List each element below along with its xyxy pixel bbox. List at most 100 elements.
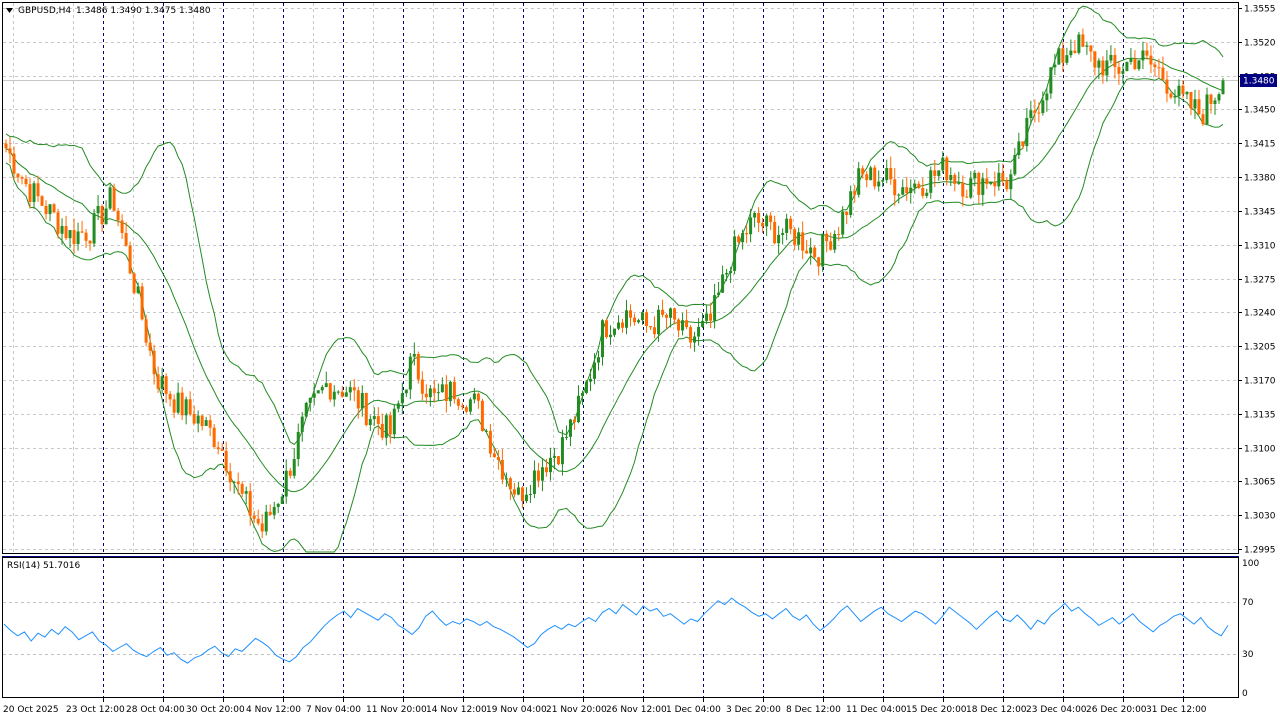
candle-body bbox=[292, 459, 296, 476]
candle-body bbox=[424, 393, 428, 398]
candle-body bbox=[332, 391, 336, 400]
candle-body bbox=[841, 211, 845, 235]
candle-body bbox=[228, 471, 232, 483]
price-tick-label: 1.3520 bbox=[1244, 39, 1276, 49]
candle-body bbox=[512, 489, 516, 495]
candle-body bbox=[785, 218, 789, 233]
candle-body bbox=[396, 403, 400, 409]
price-tick-label: 1.3415 bbox=[1244, 140, 1276, 150]
price-tick-label: 1.3275 bbox=[1244, 276, 1276, 286]
time-tick-label: 30 Oct 20:00 bbox=[186, 705, 245, 715]
candle-body bbox=[677, 319, 681, 331]
candle-body bbox=[504, 478, 508, 480]
candle-body bbox=[1013, 154, 1017, 175]
candle-body bbox=[572, 419, 576, 423]
rsi-label: RSI(14) 51.7016 bbox=[7, 561, 80, 571]
candle-body bbox=[1073, 50, 1077, 53]
candle-body bbox=[96, 206, 100, 214]
price-tick-label: 1.3135 bbox=[1244, 411, 1276, 421]
candle-body bbox=[52, 204, 56, 213]
candle-body bbox=[1085, 45, 1089, 47]
candle-body bbox=[380, 423, 384, 438]
candle-body bbox=[641, 312, 645, 321]
candle-body bbox=[568, 419, 572, 437]
candle-body bbox=[488, 430, 492, 454]
candle-body bbox=[128, 245, 132, 274]
candle-body bbox=[621, 322, 625, 328]
candle-body bbox=[821, 233, 825, 267]
candle-body bbox=[757, 212, 761, 223]
candle-body bbox=[733, 236, 737, 271]
candle-body bbox=[793, 229, 797, 245]
candle-body bbox=[500, 459, 504, 480]
candle-body bbox=[829, 241, 833, 250]
candle-body bbox=[344, 392, 348, 397]
price-tick-label: 1.3205 bbox=[1244, 343, 1276, 353]
candle-body bbox=[1169, 93, 1173, 98]
candle-body bbox=[981, 178, 985, 195]
candle-body bbox=[328, 383, 332, 400]
candle-body bbox=[84, 232, 88, 241]
candle-body bbox=[985, 178, 989, 185]
candle-body bbox=[709, 313, 713, 321]
candle-body bbox=[897, 194, 901, 196]
candle-body bbox=[1045, 93, 1049, 101]
candle-body bbox=[769, 215, 773, 222]
triangle-down-icon[interactable] bbox=[6, 8, 13, 13]
candle-body bbox=[633, 317, 637, 323]
candle-body bbox=[304, 402, 308, 417]
time-tick-label: 14 Nov 12:00 bbox=[426, 705, 487, 715]
candle-body bbox=[1021, 141, 1025, 147]
candle-body bbox=[1141, 50, 1145, 61]
candle-body bbox=[1189, 92, 1193, 109]
rsi-pane-frame bbox=[2, 557, 1239, 698]
candle-body bbox=[1157, 67, 1161, 69]
candle-body bbox=[1037, 112, 1041, 114]
time-tick-label: 26 Dec 20:00 bbox=[1086, 705, 1147, 715]
candle-body bbox=[817, 257, 821, 267]
candle-body bbox=[797, 232, 801, 245]
candle-body bbox=[216, 447, 220, 450]
price-axis: 1.35551.35201.34851.34501.34151.33801.33… bbox=[1238, 5, 1276, 556]
candle-body bbox=[508, 478, 512, 490]
candle-body bbox=[340, 391, 344, 397]
candle-body bbox=[809, 247, 813, 254]
candle-body bbox=[440, 384, 444, 393]
chart-header: GBPUSD,H4 1.3486 1.3490 1.3475 1.3480 bbox=[6, 6, 211, 16]
candle-body bbox=[873, 167, 877, 187]
candle-body bbox=[717, 292, 721, 296]
candle-body bbox=[12, 153, 16, 174]
price-tick-label: 1.3345 bbox=[1244, 208, 1276, 218]
candle-body bbox=[773, 221, 777, 244]
candle-body bbox=[1049, 67, 1053, 94]
candle-body bbox=[152, 350, 156, 375]
candle-body bbox=[464, 407, 468, 412]
candle-body bbox=[949, 174, 953, 181]
candle-body bbox=[909, 187, 913, 194]
candle-body bbox=[180, 392, 184, 416]
candle-body bbox=[845, 211, 849, 215]
candle-body bbox=[532, 470, 536, 495]
rsi-tick-label: 70 bbox=[1242, 598, 1254, 608]
candle-body bbox=[997, 172, 1001, 187]
candle-body bbox=[312, 393, 316, 398]
candle-body bbox=[448, 381, 452, 402]
candle-body bbox=[1009, 174, 1013, 190]
time-tick-label: 11 Dec 04:00 bbox=[846, 705, 907, 715]
day-separators bbox=[103, 3, 1184, 697]
rsi-indicator bbox=[3, 597, 1238, 664]
candle-body bbox=[825, 233, 829, 242]
candle-body bbox=[657, 309, 661, 335]
candle-body bbox=[492, 453, 496, 457]
candle-body bbox=[236, 481, 240, 484]
candle-body bbox=[272, 506, 276, 515]
candle-body bbox=[741, 233, 745, 243]
candle-body bbox=[745, 233, 749, 235]
candle-body bbox=[320, 387, 324, 391]
candle-body bbox=[1145, 50, 1149, 56]
candle-body bbox=[520, 487, 524, 501]
candle-body bbox=[120, 220, 124, 233]
candle-body bbox=[969, 178, 973, 198]
price-tick-label: 1.3065 bbox=[1244, 478, 1276, 488]
